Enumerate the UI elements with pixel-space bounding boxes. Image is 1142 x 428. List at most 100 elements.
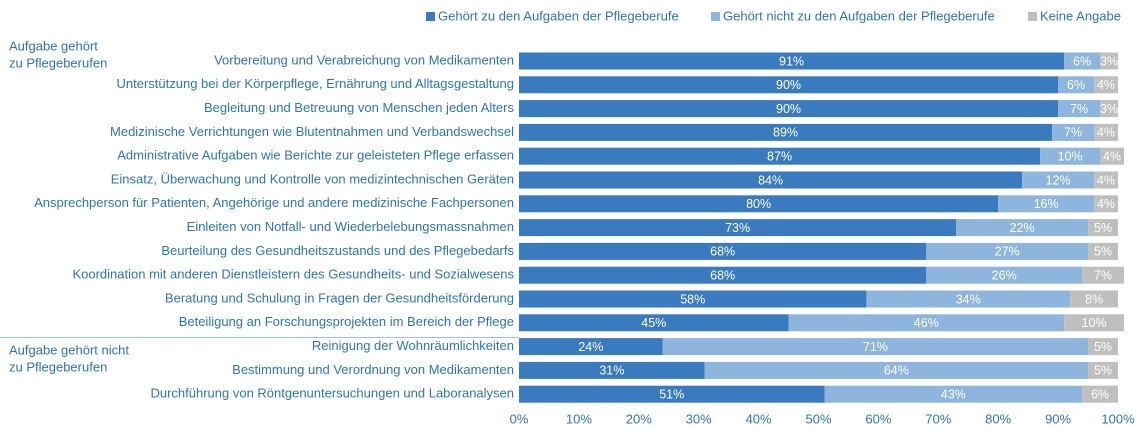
x-tick-label: 0% bbox=[510, 411, 529, 426]
x-tick-label: 30% bbox=[686, 411, 712, 426]
data-label: 6% bbox=[1073, 54, 1091, 68]
data-label: 5% bbox=[1094, 245, 1112, 259]
data-label: 43% bbox=[941, 387, 966, 401]
data-label: 4% bbox=[1097, 126, 1115, 140]
data-label: 3% bbox=[1100, 54, 1118, 68]
data-label: 16% bbox=[1034, 197, 1059, 211]
data-label: 71% bbox=[863, 340, 888, 354]
data-label: 84% bbox=[758, 173, 783, 187]
bar-segment bbox=[1052, 123, 1095, 141]
data-label: 73% bbox=[725, 221, 750, 235]
x-tick-label: 40% bbox=[746, 411, 772, 426]
data-label: 5% bbox=[1094, 221, 1112, 235]
x-tick-label: 80% bbox=[985, 411, 1011, 426]
category-label: Unterstützung bei der Körperpflege, Ernä… bbox=[117, 76, 514, 91]
bar-segment bbox=[519, 195, 999, 213]
x-tick-label: 100% bbox=[1101, 411, 1135, 426]
category-label: Ansprechperson für Patienten, Angehörige… bbox=[34, 195, 514, 210]
data-label: 6% bbox=[1091, 387, 1109, 401]
data-label: 46% bbox=[914, 316, 939, 330]
group-label: zu Pflegeberufen bbox=[9, 359, 107, 374]
category-label: Beteiligung an Forschungsprojekten im Be… bbox=[179, 314, 514, 329]
data-label: 7% bbox=[1094, 268, 1112, 282]
group-label: Aufgabe gehört nicht bbox=[9, 342, 129, 357]
bar-segment bbox=[824, 385, 1083, 403]
bar-segment bbox=[1088, 361, 1118, 379]
category-label: Durchführung von Röntgenuntersuchungen u… bbox=[150, 386, 514, 401]
data-label: 90% bbox=[776, 78, 801, 92]
bar-segment bbox=[1040, 147, 1101, 165]
category-label: Begleitung und Betreuung von Menschen je… bbox=[204, 100, 515, 115]
data-label: 10% bbox=[1082, 316, 1107, 330]
data-label: 87% bbox=[767, 149, 792, 163]
category-label: Einsatz, Überwachung und Kontrolle von m… bbox=[111, 171, 514, 186]
group-label: zu Pflegeberufen bbox=[9, 55, 107, 70]
bar-segment bbox=[1058, 100, 1101, 118]
data-label: 80% bbox=[746, 197, 771, 211]
category-label: Beratung und Schulung in Fragen der Gesu… bbox=[165, 290, 514, 305]
legend-label: Gehört zu den Aufgaben der Pflegeberufe bbox=[438, 8, 679, 23]
x-tick-label: 10% bbox=[566, 411, 592, 426]
bar-segment bbox=[519, 219, 957, 237]
bar-segment bbox=[704, 361, 1089, 379]
bar-segment bbox=[1088, 219, 1118, 237]
bar-segment bbox=[662, 338, 1089, 356]
data-label: 24% bbox=[578, 340, 603, 354]
bar-segment bbox=[519, 290, 867, 308]
data-label: 6% bbox=[1067, 78, 1085, 92]
bar-segment bbox=[1088, 338, 1118, 356]
legend-swatch bbox=[711, 12, 720, 21]
data-label: 5% bbox=[1094, 340, 1112, 354]
bar-segment bbox=[1094, 76, 1118, 94]
bar-segment bbox=[1058, 76, 1095, 94]
data-label: 12% bbox=[1046, 173, 1071, 187]
x-tick-label: 20% bbox=[626, 411, 652, 426]
bar-segment bbox=[926, 242, 1089, 260]
bar-segment bbox=[519, 147, 1041, 165]
data-label: 90% bbox=[776, 102, 801, 116]
bar-segment bbox=[519, 242, 927, 260]
bar-segment bbox=[1082, 266, 1124, 284]
bar-segment bbox=[1064, 314, 1124, 332]
category-label: Medizinische Verrichtungen wie Blutentna… bbox=[110, 124, 514, 139]
category-label: Bestimmung und Verordnung von Medikament… bbox=[232, 362, 514, 377]
data-label: 3% bbox=[1100, 102, 1118, 116]
bar-segment bbox=[1070, 290, 1118, 308]
bar-segment bbox=[519, 76, 1059, 94]
data-label: 22% bbox=[1010, 221, 1035, 235]
data-label: 27% bbox=[995, 245, 1020, 259]
category-label: Reinigung der Wohnräumlichkeiten bbox=[312, 338, 514, 353]
bar-segment bbox=[519, 100, 1059, 118]
data-label: 5% bbox=[1094, 364, 1112, 378]
data-label: 31% bbox=[599, 364, 624, 378]
data-label: 45% bbox=[641, 316, 666, 330]
data-label: 7% bbox=[1070, 102, 1088, 116]
x-tick-label: 70% bbox=[925, 411, 951, 426]
x-tick-label: 50% bbox=[805, 411, 831, 426]
group-label: Aufgabe gehört bbox=[9, 38, 98, 53]
x-tick-label: 90% bbox=[1045, 411, 1071, 426]
data-label: 7% bbox=[1064, 126, 1082, 140]
bar-segment bbox=[519, 266, 927, 284]
data-label: 89% bbox=[773, 126, 798, 140]
bar-segment bbox=[998, 195, 1095, 213]
data-label: 34% bbox=[956, 292, 981, 306]
data-label: 68% bbox=[710, 268, 735, 282]
bar-segment bbox=[519, 385, 825, 403]
data-label: 26% bbox=[992, 268, 1017, 282]
data-label: 64% bbox=[884, 364, 909, 378]
category-label: Administrative Aufgaben wie Berichte zur… bbox=[117, 148, 514, 163]
bar-segment bbox=[926, 266, 1083, 284]
bar-segment bbox=[1088, 242, 1118, 260]
category-label: Koordination mit anderen Dienstleistern … bbox=[72, 267, 514, 282]
bar-segment bbox=[1094, 123, 1118, 141]
bar-segment bbox=[519, 361, 705, 379]
bar-segment bbox=[1100, 147, 1124, 165]
bar-segment bbox=[519, 52, 1065, 70]
data-label: 10% bbox=[1058, 149, 1083, 163]
bar-segment bbox=[1100, 52, 1118, 70]
data-label: 4% bbox=[1097, 173, 1115, 187]
data-label: 51% bbox=[659, 387, 684, 401]
data-label: 58% bbox=[680, 292, 705, 306]
